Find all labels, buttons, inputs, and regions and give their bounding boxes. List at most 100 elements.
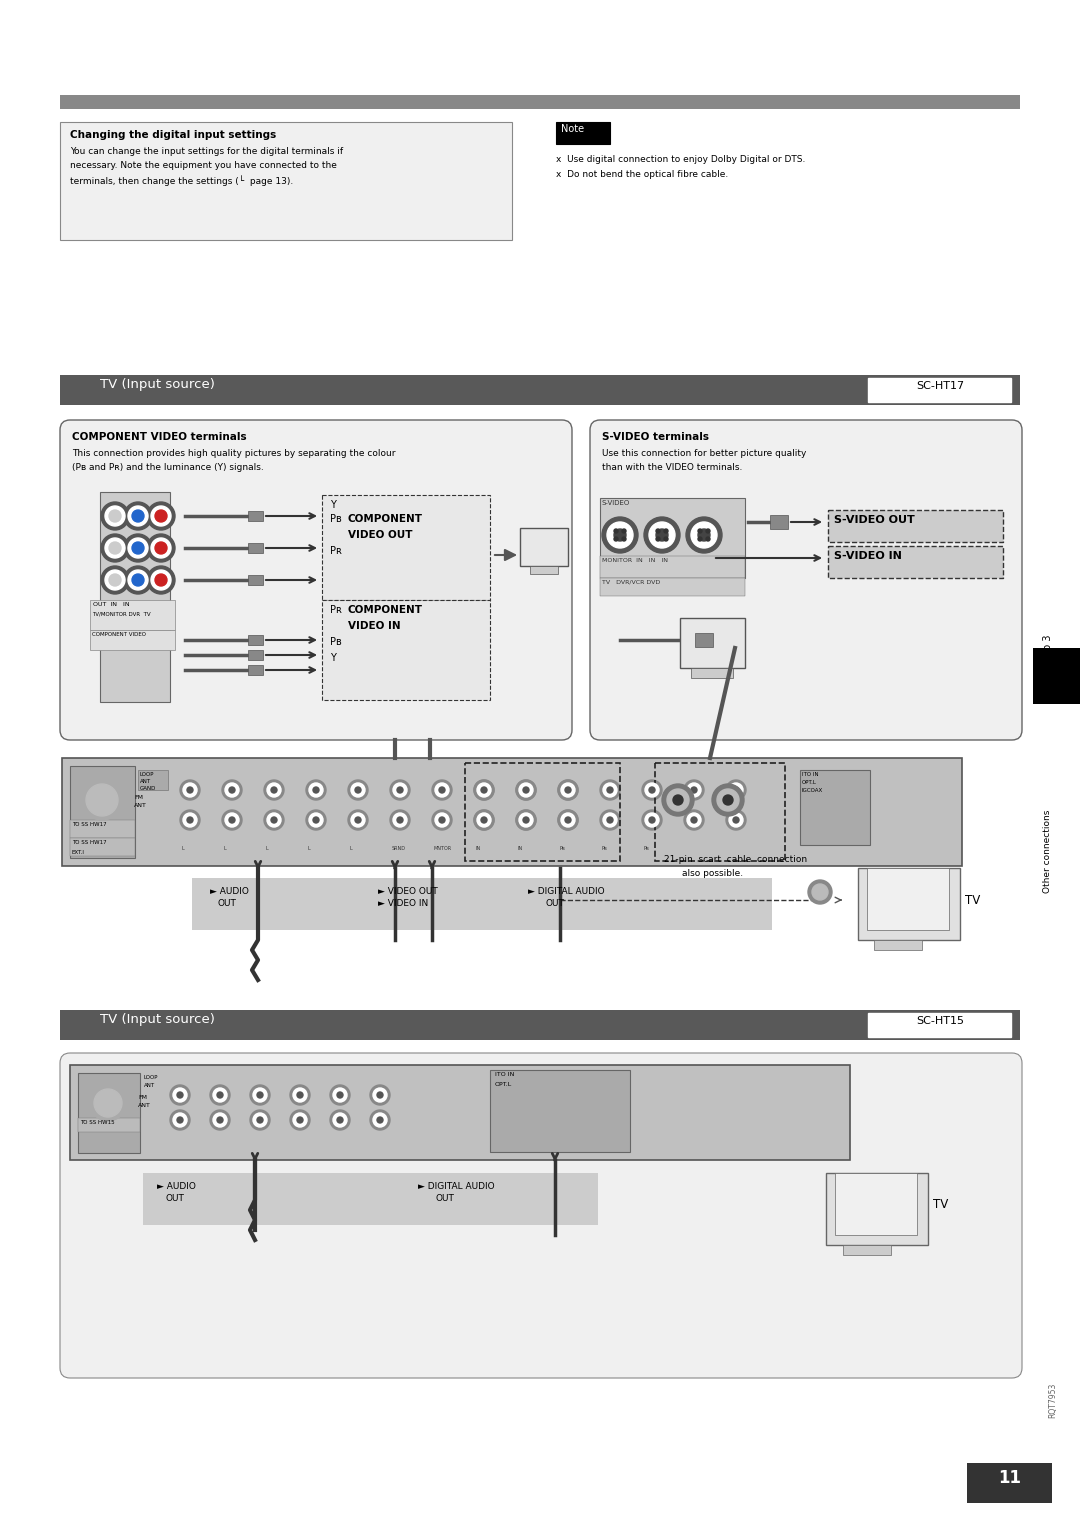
Circle shape: [558, 779, 578, 801]
Circle shape: [516, 779, 536, 801]
Bar: [90, 601, 175, 630]
Text: 21-pin  scart  cable  connection: 21-pin scart cable connection: [664, 856, 807, 863]
Circle shape: [516, 810, 536, 830]
Circle shape: [129, 570, 148, 590]
Circle shape: [170, 1109, 190, 1131]
Circle shape: [474, 810, 494, 830]
Text: IGCOAX: IGCOAX: [802, 788, 823, 793]
Circle shape: [257, 1117, 264, 1123]
Circle shape: [351, 813, 365, 827]
Text: VIDEO IN: VIDEO IN: [348, 620, 401, 631]
Text: LOOP: LOOP: [144, 1076, 159, 1080]
Circle shape: [622, 529, 626, 533]
Text: ► AUDIO: ► AUDIO: [210, 886, 248, 895]
Circle shape: [477, 782, 491, 798]
Circle shape: [645, 813, 659, 827]
Circle shape: [333, 1088, 347, 1102]
Bar: [828, 545, 1003, 578]
Circle shape: [370, 1109, 390, 1131]
Circle shape: [435, 782, 449, 798]
Bar: [654, 762, 785, 860]
Circle shape: [187, 787, 193, 793]
Bar: [967, 1462, 1052, 1504]
Circle shape: [481, 787, 487, 793]
Bar: [519, 529, 568, 565]
Circle shape: [432, 810, 453, 830]
Bar: [70, 837, 135, 856]
Text: TV: TV: [966, 894, 981, 906]
Circle shape: [607, 817, 613, 824]
Circle shape: [180, 810, 200, 830]
Bar: [70, 821, 135, 837]
Circle shape: [684, 779, 704, 801]
Circle shape: [82, 779, 122, 821]
Circle shape: [687, 813, 701, 827]
Circle shape: [706, 529, 710, 533]
Circle shape: [726, 779, 746, 801]
Bar: [868, 1013, 1011, 1038]
Text: Step 3: Step 3: [1043, 636, 1053, 666]
Bar: [600, 556, 745, 578]
Circle shape: [355, 787, 361, 793]
Circle shape: [267, 813, 281, 827]
Circle shape: [306, 779, 326, 801]
Circle shape: [435, 813, 449, 827]
Bar: [868, 377, 1011, 402]
Text: Pʀ: Pʀ: [330, 605, 342, 614]
Circle shape: [102, 533, 129, 562]
Text: TV/MONITOR DVR  TV: TV/MONITOR DVR TV: [92, 613, 150, 617]
Text: OUT: OUT: [165, 1193, 184, 1203]
Circle shape: [173, 1112, 187, 1128]
Circle shape: [397, 787, 403, 793]
Bar: [248, 649, 264, 660]
Bar: [60, 122, 512, 240]
Circle shape: [649, 817, 654, 824]
Text: OUT: OUT: [218, 898, 237, 908]
Circle shape: [667, 788, 689, 811]
Circle shape: [105, 506, 125, 526]
Text: LOOP: LOOP: [140, 772, 154, 778]
Circle shape: [109, 542, 121, 555]
Circle shape: [291, 1109, 310, 1131]
Circle shape: [151, 506, 171, 526]
Circle shape: [222, 810, 242, 830]
Bar: [138, 770, 168, 790]
Bar: [60, 1010, 1020, 1041]
Text: TO SS HW17: TO SS HW17: [72, 822, 107, 827]
Circle shape: [293, 1112, 307, 1128]
Text: COMPONENT VIDEO: COMPONENT VIDEO: [92, 633, 146, 637]
Circle shape: [698, 536, 702, 541]
Text: ITO IN: ITO IN: [495, 1073, 514, 1077]
Circle shape: [622, 536, 626, 541]
Text: VIDEO OUT: VIDEO OUT: [348, 530, 413, 539]
Text: Use this connection for better picture quality: Use this connection for better picture q…: [602, 449, 807, 458]
Bar: [78, 1073, 140, 1154]
Circle shape: [293, 1088, 307, 1102]
Circle shape: [519, 813, 534, 827]
Text: SRND: SRND: [392, 847, 406, 851]
Circle shape: [602, 516, 638, 553]
Circle shape: [333, 1112, 347, 1128]
Text: ITO IN: ITO IN: [802, 772, 819, 778]
Circle shape: [474, 779, 494, 801]
Circle shape: [86, 784, 118, 816]
Circle shape: [309, 813, 323, 827]
Text: SC-HT15: SC-HT15: [916, 1016, 964, 1025]
Bar: [691, 668, 733, 678]
Text: TO SS HW17: TO SS HW17: [72, 840, 107, 845]
Circle shape: [615, 529, 618, 533]
Text: S-VIDEO terminals: S-VIDEO terminals: [602, 432, 708, 442]
Bar: [843, 1245, 891, 1254]
Circle shape: [90, 1085, 126, 1122]
Circle shape: [561, 813, 575, 827]
Circle shape: [105, 538, 125, 558]
Text: TO SS HW15: TO SS HW15: [80, 1120, 114, 1125]
Text: MNTOR: MNTOR: [434, 847, 453, 851]
Text: Pʙ: Pʙ: [561, 847, 566, 851]
Circle shape: [370, 1085, 390, 1105]
Text: L: L: [308, 847, 311, 851]
Circle shape: [132, 575, 144, 587]
Circle shape: [664, 536, 669, 541]
Bar: [770, 515, 788, 529]
Circle shape: [662, 784, 694, 816]
